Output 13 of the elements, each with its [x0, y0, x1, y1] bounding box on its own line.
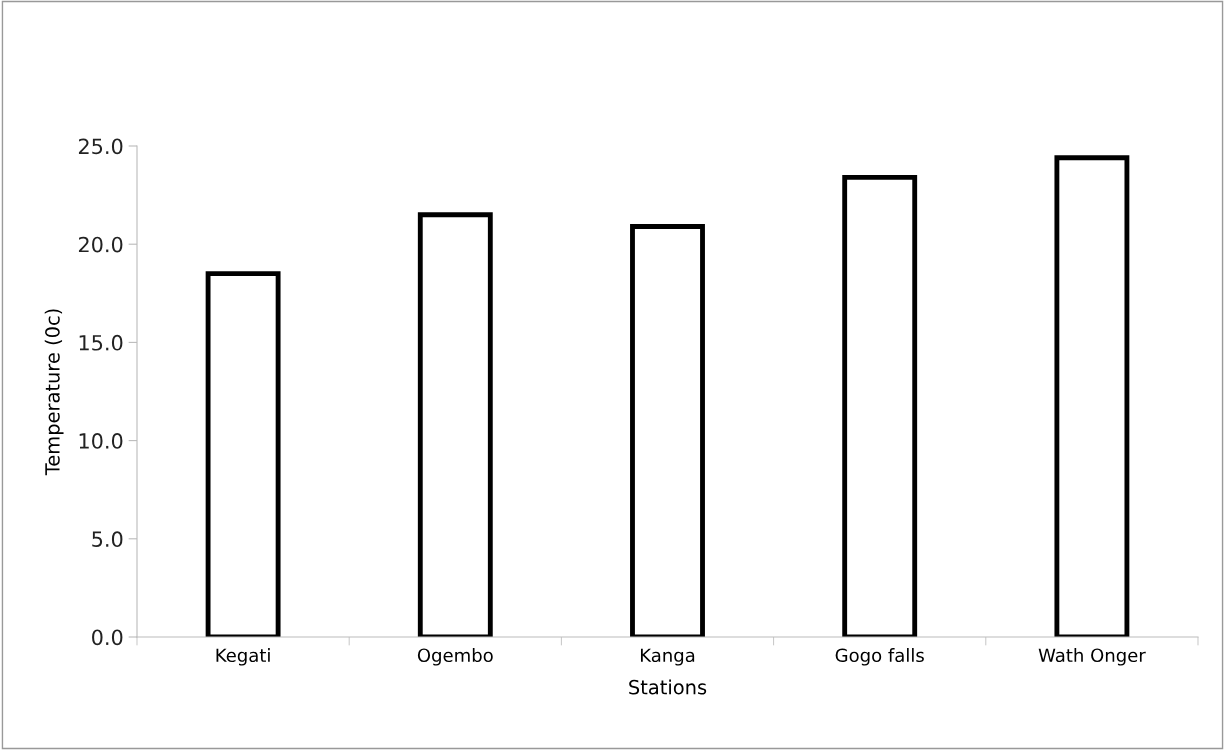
- y-tick-label: 15.0: [79, 334, 123, 351]
- x-tick-label: Gogo falls: [835, 648, 924, 666]
- x-tick-label: Kanga: [640, 648, 695, 666]
- y-tick-label: 10.0: [79, 433, 123, 449]
- y-tick-label: 20.0: [78, 236, 123, 253]
- y-tick-label: 0.0: [92, 629, 123, 646]
- y-axis-title: Temperature (0c): [44, 309, 64, 476]
- x-axis-title: Stations: [629, 679, 707, 695]
- y-tick-label: 5.0: [92, 531, 123, 548]
- x-tick-label: Ogembo: [417, 648, 493, 666]
- x-tick-label: Kegati: [216, 648, 270, 666]
- y-tick-label: 25.0: [78, 138, 123, 155]
- x-tick-label: Wath Onger: [1038, 648, 1146, 666]
